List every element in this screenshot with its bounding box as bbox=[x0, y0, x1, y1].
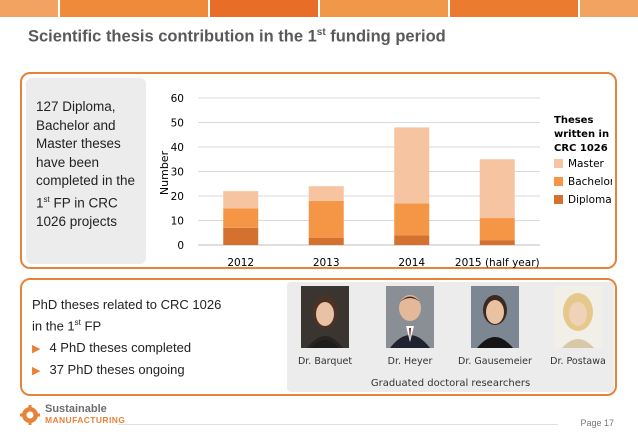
researcher-heyer: Dr. Heyer bbox=[370, 286, 450, 367]
x-tick-label: 2013 bbox=[313, 257, 340, 269]
logo-gear-icon bbox=[20, 405, 40, 425]
bullet-ongoing: ▶ 37 PhD theses ongoing bbox=[32, 362, 185, 377]
top-color-bar bbox=[0, 0, 638, 17]
y-axis-label: Number bbox=[158, 150, 171, 195]
legend-swatch-master bbox=[554, 159, 563, 168]
bullet-triangle-icon: ▶ bbox=[32, 365, 41, 377]
y-tick-label: 30 bbox=[171, 167, 184, 179]
bullet-triangle-icon: ▶ bbox=[32, 343, 41, 355]
bar-bachelor-0 bbox=[223, 208, 259, 228]
researcher-gausemeier: Dr. Gausemeier bbox=[455, 286, 535, 367]
legend-label-diploma: Diploma bbox=[568, 194, 612, 206]
x-tick-label: 2015 (half year) bbox=[455, 257, 540, 269]
y-tick-label: 10 bbox=[171, 216, 184, 228]
researcher-barquet: Dr. Barquet bbox=[285, 286, 365, 367]
bullet-completed: ▶ 4 PhD theses completed bbox=[32, 340, 192, 355]
bar-diploma-3 bbox=[479, 240, 515, 245]
footer-divider bbox=[118, 424, 558, 425]
y-tick-label: 50 bbox=[171, 118, 184, 130]
legend-swatch-diploma bbox=[554, 195, 563, 204]
bar-master-0 bbox=[223, 191, 259, 209]
bar-master-2 bbox=[394, 127, 430, 204]
researcher-postawa: Dr. Postawa bbox=[538, 286, 618, 367]
bar-diploma-0 bbox=[223, 227, 259, 245]
legend-title: written in bbox=[554, 129, 609, 140]
legend-title: Theses bbox=[554, 115, 593, 126]
bar-master-3 bbox=[479, 159, 515, 219]
phd-heading: PhD theses related to CRC 1026 bbox=[32, 297, 222, 312]
bar-diploma-1 bbox=[308, 237, 344, 245]
x-tick-label: 2014 bbox=[398, 257, 425, 269]
phd-heading-period: in the 1st FP bbox=[32, 318, 102, 334]
bar-bachelor-1 bbox=[308, 200, 344, 238]
legend-swatch-bachelor bbox=[554, 177, 563, 186]
y-tick-label: 60 bbox=[171, 93, 184, 105]
x-tick-label: 2012 bbox=[227, 257, 254, 269]
portrait-photo-icon bbox=[554, 286, 602, 348]
page-title: Scientific thesis contribution in the 1s… bbox=[28, 27, 446, 46]
y-tick-label: 40 bbox=[171, 142, 184, 154]
summary-text: 127 Diploma, Bachelor and Master theses … bbox=[36, 99, 136, 229]
bar-bachelor-2 bbox=[394, 203, 430, 236]
page-number: Page 17 bbox=[580, 418, 614, 428]
portrait-photo-icon bbox=[301, 286, 349, 348]
researchers-caption: Graduated doctoral researchers bbox=[370, 378, 531, 389]
legend-label-bachelor: Bachelor bbox=[568, 176, 612, 188]
bar-master-1 bbox=[308, 186, 344, 201]
summary-box bbox=[26, 78, 146, 264]
legend-label-master: Master bbox=[568, 158, 605, 170]
sustainable-manufacturing-logo: Sustainable MANUFACTURING bbox=[20, 404, 125, 426]
portrait-photo-icon bbox=[386, 286, 434, 348]
bar-bachelor-3 bbox=[479, 218, 515, 241]
y-tick-label: 0 bbox=[177, 240, 184, 252]
portrait-photo-icon bbox=[471, 286, 519, 348]
y-tick-label: 20 bbox=[171, 191, 184, 203]
bar-diploma-2 bbox=[394, 235, 430, 245]
legend-title: CRC 1026 bbox=[554, 143, 608, 154]
theses-bar-chart: 0 10 20 30 40 50 60 2012 2013 2014 2015 (half yea… bbox=[158, 93, 612, 269]
chart-legend: Theses written in CRC 1026 Master Bachelor Di… bbox=[554, 115, 612, 206]
